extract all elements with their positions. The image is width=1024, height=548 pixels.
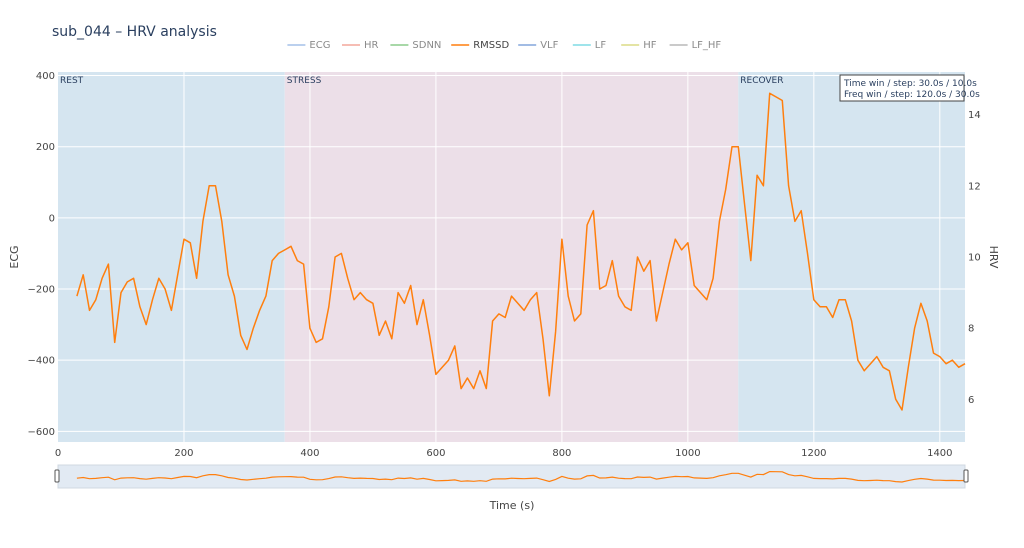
range-slider-right-handle[interactable]	[963, 469, 969, 483]
y-right-tick-label: 8	[968, 324, 974, 335]
legend-label: ECG	[309, 40, 330, 51]
x-tick-label: 0	[55, 448, 61, 459]
y-right-axis-ticks: 14 12 10 8 6	[968, 110, 981, 406]
y-left-tick-label: 200	[36, 142, 55, 153]
y-left-axis-ticks: 400 200 0 −200 −400 −600	[28, 71, 55, 438]
slider-preview-line-rmssd	[76, 470, 966, 483]
region-label-stress: STRESS	[287, 76, 322, 86]
y-left-tick-label: 0	[49, 213, 55, 224]
legend-label: VLF	[540, 40, 558, 51]
series-line-rmssd	[76, 92, 966, 411]
region-band-rest	[58, 72, 285, 442]
annotation-box	[839, 74, 965, 102]
legend-label: HR	[364, 40, 379, 51]
annotation-line-2: Freq win / step: 120.0s / 30.0s	[844, 90, 980, 100]
window-annotation: Time win / step: 30.0s / 10.0s Freq win …	[839, 74, 980, 102]
legend-label: RMSSD	[473, 40, 509, 51]
range-slider-left-handle[interactable]	[54, 469, 60, 483]
chart-title: sub_044 – HRV analysis	[52, 24, 217, 40]
legend-label: LF	[595, 40, 607, 51]
region-label-rest: REST	[60, 76, 84, 86]
series-lines	[76, 92, 966, 411]
legend-label: LF_HF	[692, 40, 722, 51]
range-slider-preview	[76, 470, 966, 483]
x-axis-ticks: 0 200 400 600 800 1000 1200 1400	[55, 448, 953, 459]
x-tick-label: 1200	[801, 448, 826, 459]
x-tick-label: 800	[552, 448, 571, 459]
region-bands	[58, 72, 965, 442]
range-slider[interactable]	[54, 464, 969, 489]
region-labels: REST STRESS RECOVER	[60, 76, 784, 86]
legend-item-rmssd[interactable]: RMSSD	[451, 40, 509, 51]
y-right-tick-label: 6	[968, 395, 974, 406]
y-left-tick-label: −400	[28, 356, 55, 367]
y-left-tick-label: 400	[36, 71, 55, 82]
range-slider-track[interactable]	[57, 464, 966, 489]
y-right-tick-label: 10	[968, 253, 981, 264]
y-right-tick-label: 14	[968, 110, 981, 121]
region-band-stress	[284, 72, 739, 442]
legend-item-hf[interactable]: HF	[621, 40, 657, 51]
legend-item-ecg[interactable]: ECG	[287, 40, 330, 51]
gridlines	[58, 72, 965, 442]
y-left-tick-label: −600	[28, 427, 55, 438]
annotation-line-1: Time win / step: 30.0s / 10.0s	[843, 79, 977, 89]
x-tick-label: 400	[300, 448, 319, 459]
y-right-tick-label: 12	[968, 181, 981, 192]
x-tick-label: 1400	[927, 448, 952, 459]
region-label-recover: RECOVER	[740, 76, 783, 86]
legend-item-lf[interactable]: LF	[572, 40, 607, 51]
legend-label: HF	[643, 40, 657, 51]
legend-item-lf_hf[interactable]: LF_HF	[669, 40, 722, 51]
x-axis-title: Time (s)	[489, 499, 535, 512]
legend-item-vlf[interactable]: VLF	[518, 40, 559, 51]
x-tick-label: 200	[174, 448, 193, 459]
y-right-axis-title: HRV	[987, 246, 1000, 269]
y-left-axis-title: ECG	[8, 245, 21, 268]
legend-item-hr[interactable]: HR	[342, 40, 379, 51]
legend-label: SDNN	[412, 40, 441, 51]
region-band-recover	[738, 72, 965, 442]
x-tick-label: 600	[426, 448, 445, 459]
legend[interactable]: ECG HR SDNN RMSSD VLF LF HF LF_HF	[287, 40, 721, 51]
x-tick-label: 1000	[675, 448, 700, 459]
y-left-tick-label: −200	[28, 285, 55, 296]
legend-item-sdnn[interactable]: SDNN	[390, 40, 441, 51]
